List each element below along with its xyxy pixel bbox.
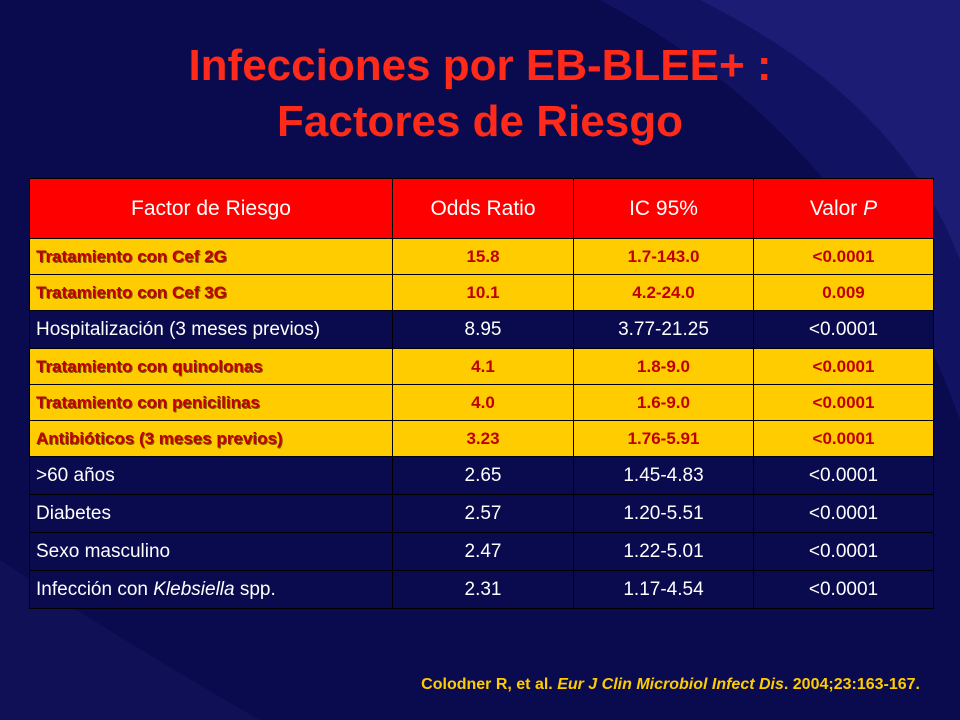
table-row: Infección con Klebsiella spp. 2.31 1.17-4.… <box>29 570 934 609</box>
factor-text: Hospitalización (3 meses previos) <box>36 318 321 340</box>
factor-text: Tratamiento con quinolonas <box>36 356 263 376</box>
cell-odds-ratio: 3.23 <box>392 420 574 457</box>
header-p-italic: P <box>863 196 878 220</box>
cell-factor: Infección con Klebsiella spp. <box>29 570 393 609</box>
header-p-prefix: Valor <box>809 196 864 220</box>
factor-text: Sexo masculino <box>36 540 171 562</box>
factor-text: Infección con <box>36 578 154 600</box>
cell-ic-95: 1.6-9.0 <box>573 384 754 421</box>
cell-p-value: <0.0001 <box>753 570 934 609</box>
table-row: Tratamiento con penicilinas 4.0 1.6-9.0 <0.… <box>29 384 934 421</box>
cell-ic-95: 1.8-9.0 <box>573 348 754 385</box>
factor-suffix: spp. <box>234 578 276 600</box>
cell-odds-ratio: 4.0 <box>392 384 574 421</box>
cell-ic-95: 1.22-5.01 <box>573 532 754 571</box>
cell-ic-95: 1.17-4.54 <box>573 570 754 609</box>
citation-authors: Colodner R, et al. <box>421 676 558 693</box>
cell-odds-ratio: 8.95 <box>392 310 574 349</box>
cell-odds-ratio: 15.8 <box>392 238 574 275</box>
factor-text: >60 años <box>36 464 115 486</box>
cell-odds-ratio: 2.65 <box>392 456 574 495</box>
header-ic-95: IC 95% <box>573 178 754 239</box>
table-header-row: Factor de Riesgo Odds Ratio IC 95% Valor… <box>29 178 934 239</box>
table-row: Sexo masculino 2.47 1.22-5.01 <0.0001 <box>29 532 934 571</box>
cell-ic-95: 3.77-21.25 <box>573 310 754 349</box>
slide-title-line-2: Factores de Riesgo <box>277 97 683 146</box>
table-row: Hospitalización (3 meses previos) 8.95 3.7… <box>29 310 934 349</box>
table-row: Diabetes 2.57 1.20-5.51 <0.0001 <box>29 494 934 533</box>
risk-factor-table: Factor de Riesgo Odds Ratio IC 95% Valor… <box>29 178 934 609</box>
cell-ic-95: 1.76-5.91 <box>573 420 754 457</box>
cell-ic-95: 1.20-5.51 <box>573 494 754 533</box>
factor-text: Diabetes <box>36 502 111 524</box>
cell-p-value: <0.0001 <box>753 494 934 533</box>
citation-rest: . 2004;23:163-167. <box>783 676 920 693</box>
factor-italic: Klebsiella <box>153 578 235 600</box>
cell-odds-ratio: 10.1 <box>392 274 574 311</box>
factor-text: Tratamiento con Cef 2G <box>36 246 227 266</box>
cell-factor: Sexo masculino <box>29 532 393 571</box>
cell-factor: Tratamiento con penicilinas <box>29 384 393 421</box>
cell-factor: Hospitalización (3 meses previos) <box>29 310 393 349</box>
cell-factor: Tratamiento con quinolonas <box>29 348 393 385</box>
table-row: Tratamiento con quinolonas 4.1 1.8-9.0 <0.0… <box>29 348 934 385</box>
cell-factor: Tratamiento con Cef 2G <box>29 238 393 275</box>
cell-p-value: <0.0001 <box>753 238 934 275</box>
cell-ic-95: 4.2-24.0 <box>573 274 754 311</box>
cell-factor: Tratamiento con Cef 3G <box>29 274 393 311</box>
table-row: Antibióticos (3 meses previos) 3.23 1.76-5… <box>29 420 934 457</box>
cell-ic-95: 1.7-143.0 <box>573 238 754 275</box>
cell-odds-ratio: 2.47 <box>392 532 574 571</box>
cell-factor: Diabetes <box>29 494 393 533</box>
slide-title-line-1: Infecciones por EB-BLEE+ : <box>188 41 772 90</box>
cell-p-value: <0.0001 <box>753 532 934 571</box>
factor-text: Antibióticos (3 meses previos) <box>36 428 283 448</box>
header-p-value: Valor P <box>753 178 934 239</box>
citation: Colodner R, et al. Eur J Clin Microbiol … <box>421 676 920 694</box>
cell-odds-ratio: 2.57 <box>392 494 574 533</box>
cell-factor: Antibióticos (3 meses previos) <box>29 420 393 457</box>
cell-p-value: <0.0001 <box>753 456 934 495</box>
citation-journal: Eur J Clin Microbiol Infect Dis <box>557 676 784 693</box>
cell-p-value: 0.009 <box>753 274 934 311</box>
cell-factor: >60 años <box>29 456 393 495</box>
cell-p-value: <0.0001 <box>753 384 934 421</box>
header-odds-ratio: Odds Ratio <box>392 178 574 239</box>
cell-p-value: <0.0001 <box>753 420 934 457</box>
factor-text: Tratamiento con Cef 3G <box>36 282 227 302</box>
table-row: >60 años 2.65 1.45-4.83 <0.0001 <box>29 456 934 495</box>
cell-ic-95: 1.45-4.83 <box>573 456 754 495</box>
cell-p-value: <0.0001 <box>753 348 934 385</box>
factor-text: Tratamiento con penicilinas <box>36 392 260 412</box>
table-row: Tratamiento con Cef 2G 15.8 1.7-143.0 <0.00… <box>29 238 934 275</box>
header-factor: Factor de Riesgo <box>29 178 393 239</box>
cell-p-value: <0.0001 <box>753 310 934 349</box>
table-row: Tratamiento con Cef 3G 10.1 4.2-24.0 0.009 <box>29 274 934 311</box>
cell-odds-ratio: 4.1 <box>392 348 574 385</box>
cell-odds-ratio: 2.31 <box>392 570 574 609</box>
